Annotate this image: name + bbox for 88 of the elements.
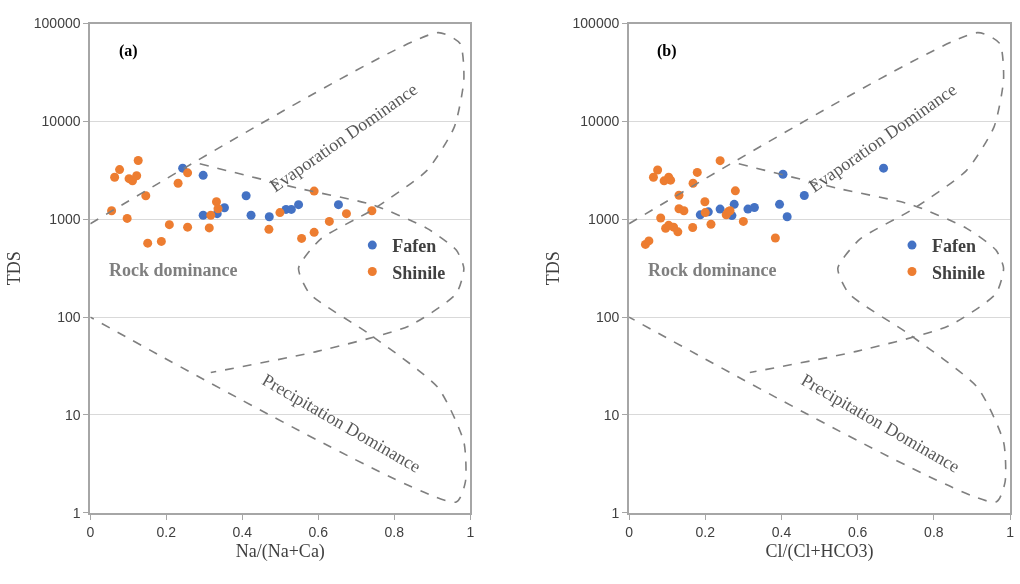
x-axis-title: Na/(Na+Ca): [235, 541, 325, 563]
point: [198, 170, 208, 180]
point: [775, 199, 785, 209]
point: [729, 199, 739, 209]
point: [700, 197, 710, 207]
point: [241, 191, 251, 201]
y-tick-label: 10000: [580, 113, 620, 130]
point: [143, 238, 153, 248]
point: [213, 204, 223, 214]
x-tick-label: 0.4: [232, 523, 253, 540]
x-tick-label: 0: [625, 523, 634, 540]
point: [198, 210, 208, 220]
point: [297, 233, 307, 243]
point: [264, 212, 274, 222]
point: [141, 191, 151, 201]
point: [115, 165, 125, 175]
x-tick-label: 1: [466, 523, 475, 540]
point: [122, 213, 132, 223]
point: [679, 206, 689, 216]
point: [653, 165, 663, 175]
y-tick-label: 10: [603, 406, 620, 423]
point: [294, 200, 304, 210]
y-tick-label: 1000: [49, 211, 81, 228]
point: [673, 227, 683, 237]
x-tick-label: 1: [1006, 523, 1015, 540]
point: [367, 206, 377, 216]
point: [264, 224, 274, 234]
x-tick-label: 0.6: [308, 523, 329, 540]
point: [206, 210, 216, 220]
x-tick-label: 0.4: [771, 523, 792, 540]
point: [738, 216, 748, 226]
point: [333, 200, 343, 210]
annotation: Rock dominance: [648, 260, 777, 280]
point: [132, 171, 142, 181]
point: [211, 197, 221, 207]
point: [275, 208, 285, 218]
point: [656, 213, 666, 223]
x-tick-label: 0.2: [156, 523, 177, 540]
legend-label: Fafen: [392, 236, 437, 257]
point: [110, 172, 120, 182]
point: [782, 212, 792, 222]
y-tick-label: 1000: [588, 211, 620, 228]
x-tick-label: 0: [86, 523, 95, 540]
annotation: (b): [657, 42, 677, 60]
point: [730, 186, 740, 196]
point: [770, 233, 780, 243]
annotation: (a): [119, 42, 138, 60]
point: [706, 219, 716, 229]
y-tick-label: 100000: [572, 15, 620, 32]
y-tick-label: 1: [611, 504, 620, 521]
point: [133, 156, 143, 166]
y-tick-label: 1: [72, 504, 81, 521]
annotation: Rock dominance: [109, 260, 238, 280]
point: [324, 216, 334, 226]
y-tick-label: 100: [57, 308, 81, 325]
point: [164, 220, 174, 230]
point: [183, 222, 193, 232]
line-series: [629, 31, 1007, 503]
point: [341, 209, 351, 219]
point: [183, 168, 193, 178]
point: [309, 227, 319, 237]
y-tick-label: 10: [64, 406, 81, 423]
y-tick-label: 100: [595, 308, 620, 325]
point: [715, 156, 725, 166]
y-axis-title: TDS: [4, 251, 25, 286]
y-tick-label: 100000: [33, 15, 81, 32]
legend-label: Shinile: [932, 262, 986, 283]
point: [173, 178, 183, 188]
x-tick-label: 0.6: [847, 523, 868, 540]
point: [648, 172, 658, 182]
x-tick-label: 0.2: [695, 523, 716, 540]
point: [715, 204, 725, 214]
y-tick-label: 10000: [41, 113, 81, 130]
x-axis-title: Cl/(Cl+HCO3): [765, 541, 874, 563]
point: [799, 190, 809, 200]
line-series: [90, 31, 467, 503]
legend-label: Fafen: [932, 236, 976, 257]
x-tick-label: 0.8: [384, 523, 405, 540]
point: [749, 202, 759, 212]
point: [692, 167, 702, 177]
y-axis-title: TDS: [543, 251, 564, 286]
point: [246, 210, 256, 220]
point: [688, 223, 698, 233]
point: [644, 236, 654, 246]
x-tick-label: 0.8: [924, 523, 944, 540]
point: [156, 236, 166, 246]
legend-label: Shinile: [392, 262, 446, 283]
point: [204, 223, 214, 233]
